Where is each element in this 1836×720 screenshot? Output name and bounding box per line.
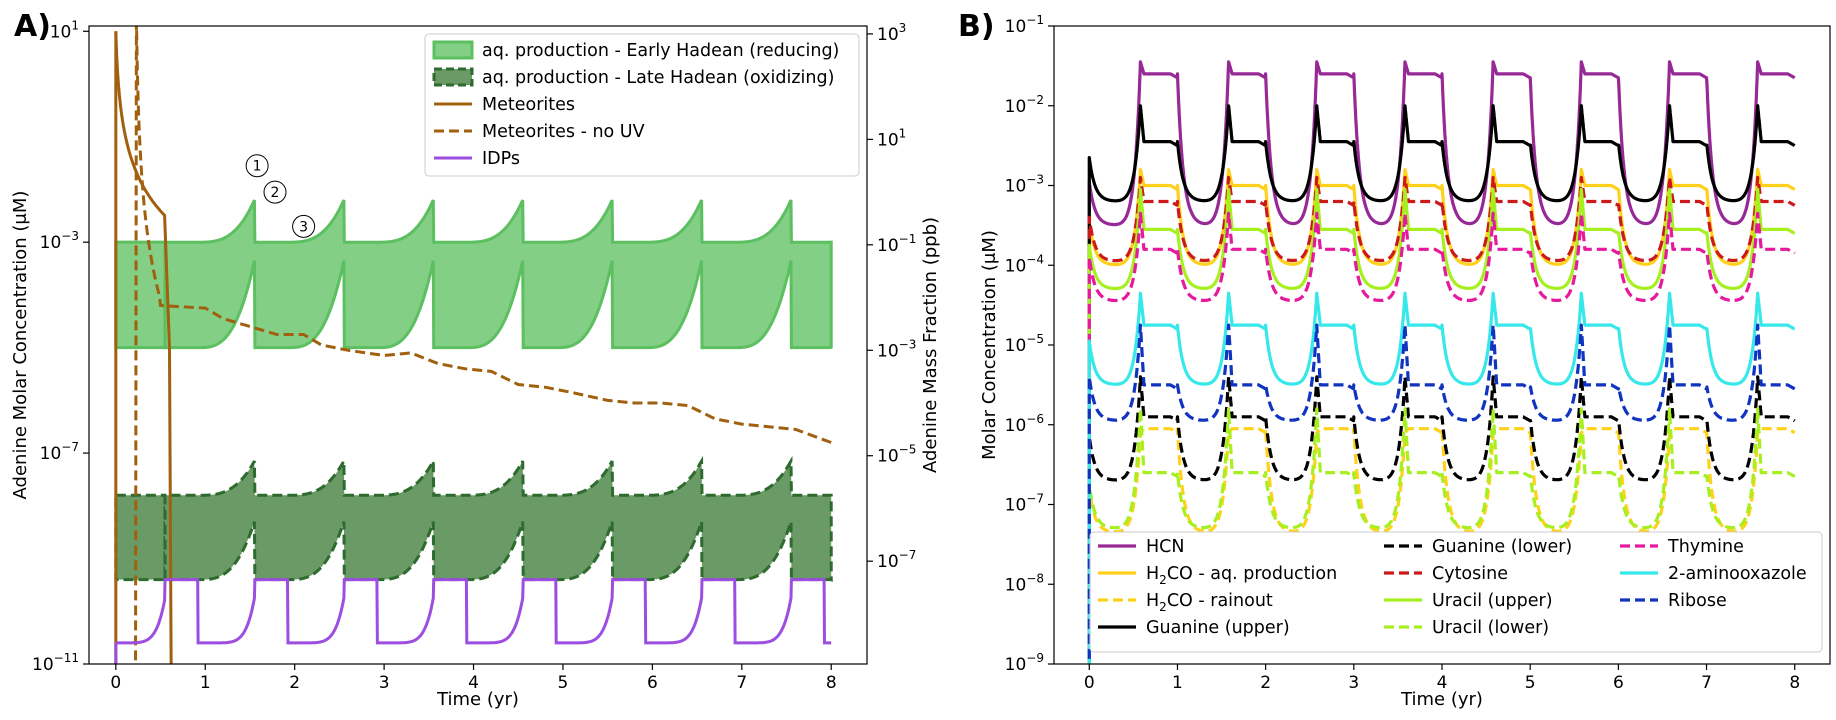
legend-swatch <box>432 40 474 60</box>
x-tick-label: 7 <box>736 673 747 693</box>
x-tick-label: 1 <box>200 673 211 693</box>
legend-label: 2-aminooxazole <box>1668 564 1807 584</box>
annotation-label-3: 3 <box>299 219 308 235</box>
x-tick-label: 1 <box>1172 673 1183 693</box>
legend-label: HCN <box>1146 537 1184 557</box>
x-tick-label: 0 <box>1084 673 1095 693</box>
x-tick-label: 6 <box>647 673 658 693</box>
panel-a-annotations: 12 3 <box>245 154 316 238</box>
series-line-5 <box>1087 375 1796 664</box>
right-y-tick-label: 103 <box>877 21 906 45</box>
series-line-2 <box>1087 167 1796 664</box>
legend-label: Uracil (upper) <box>1432 591 1553 611</box>
x-tick-label: 4 <box>1437 673 1448 693</box>
band-series-1-start <box>114 240 167 350</box>
y-tick-label: 10−5 <box>1005 332 1044 356</box>
legend-label: IDPs <box>482 149 520 169</box>
meteorites-line <box>114 31 173 664</box>
series-line-7 <box>1087 187 1796 664</box>
legend-label: Ribose <box>1668 591 1727 611</box>
y-tick-label: 10−7 <box>1005 492 1044 516</box>
annotation-circle-3 <box>292 214 316 238</box>
legend-label: Guanine (lower) <box>1432 537 1572 557</box>
legend-box <box>1089 531 1823 653</box>
panel-b: B) 0 1 2 3 4 5 6 7 8 10−9 10−8 10−7 10−6 10−5 10−4 10−3… <box>958 9 1831 710</box>
idps-line <box>114 578 832 664</box>
x-tick-label: 2 <box>289 673 300 693</box>
x-tick-label: 8 <box>826 673 837 693</box>
panel-b-legend: HCN H2CO - aq. production H2CO - rainout Gu… <box>1089 531 1823 653</box>
y-tick-label: 10−4 <box>1005 252 1044 276</box>
y-tick-label: 10−1 <box>1005 13 1044 37</box>
legend-box <box>424 33 860 177</box>
band-series-2 <box>162 455 833 583</box>
panel-b-y-axis-title: Molar Concentration (μM) <box>979 230 1000 460</box>
legend-label: Guanine (upper) <box>1146 618 1290 638</box>
legend-label: Meteorites <box>482 95 575 115</box>
legend-label: Meteorites - no UV <box>482 122 645 142</box>
meteorites-no-uv-line <box>134 26 832 664</box>
x-tick-label: 0 <box>110 673 121 693</box>
x-tick-label: 5 <box>558 673 569 693</box>
y-tick-label: 10−9 <box>1005 651 1044 675</box>
right-y-tick-label: 10−7 <box>877 548 916 572</box>
y-tick-label: 10−3 <box>40 229 79 253</box>
panel-b-axes: 0 1 2 3 4 5 6 7 8 10−9 10−8 10−7 10−6 10−5 10−4 10−3 10−… <box>1005 13 1800 693</box>
series-line-9 <box>1087 211 1796 664</box>
legend-swatch <box>432 67 474 87</box>
right-y-tick-label: 101 <box>877 126 906 150</box>
series-line-11 <box>1087 323 1796 664</box>
x-tick-label: 3 <box>1348 673 1359 693</box>
legend-label: H2CO - rainout <box>1146 591 1273 614</box>
x-tick-label: 6 <box>1613 673 1624 693</box>
x-tick-label: 5 <box>1525 673 1536 693</box>
y-tick-label: 10−3 <box>1005 173 1044 197</box>
panel-b-plot-area <box>1087 60 1796 664</box>
right-y-tick-label: 10−5 <box>877 443 916 467</box>
y-tick-label: 10−11 <box>32 651 79 675</box>
panel-a-x-axis-title: Time (yr) <box>436 689 519 710</box>
panel-a-frame <box>88 25 868 665</box>
panel-a-plot-area <box>114 26 833 664</box>
right-y-tick-label: 10−1 <box>877 232 916 256</box>
y-tick-label: 101 <box>50 18 79 42</box>
series-line-3 <box>1087 427 1796 664</box>
legend-label: Thymine <box>1667 537 1744 557</box>
legend-label: H2CO - aq. production <box>1146 564 1337 587</box>
y-tick-label: 10−2 <box>1005 93 1044 117</box>
y-tick-label: 10−7 <box>40 440 79 464</box>
panel-a-legend: aq. production - Early Hadean (reducing)… <box>424 33 860 177</box>
legend-label: aq. production - Early Hadean (reducing) <box>482 41 839 61</box>
panel-a-label: A) <box>14 9 51 44</box>
panel-a-axes: 0 1 2 3 4 5 6 7 810−1110−710−310110−710−510−310−… <box>32 18 916 693</box>
series-line-10 <box>1087 291 1796 664</box>
annotation-circle-2 <box>263 180 287 204</box>
panel-b-label: B) <box>958 9 995 44</box>
legend-label: Cytosine <box>1432 564 1508 584</box>
series-line-1 <box>1087 60 1796 664</box>
annotation-label-2: 2 <box>271 185 280 201</box>
annotation-circle-1 <box>245 154 269 178</box>
x-tick-label: 2 <box>1260 673 1271 693</box>
band-series-1 <box>162 199 833 350</box>
panel-a-right-axis-title: Adenine Mass Fraction (ppb) <box>920 217 941 473</box>
right-y-tick-label: 10−3 <box>877 337 916 361</box>
y-tick-label: 10−6 <box>1005 412 1044 436</box>
legend-label: Uracil (lower) <box>1432 618 1549 638</box>
x-tick-label: 3 <box>379 673 390 693</box>
panel-a-y-axis-title: Adenine Molar Concentration (μM) <box>10 191 31 500</box>
annotation-label-1: 1 <box>253 159 262 175</box>
series-line-4 <box>1087 104 1796 664</box>
x-tick-label: 7 <box>1701 673 1712 693</box>
band-series-2-start <box>114 493 167 582</box>
legend-label: aq. production - Late Hadean (oxidizing) <box>482 68 834 88</box>
panel-b-x-axis-title: Time (yr) <box>1400 689 1483 710</box>
series-line-8 <box>1087 407 1796 664</box>
x-tick-label: 4 <box>468 673 479 693</box>
y-tick-label: 10−8 <box>1005 571 1044 595</box>
panel-a: A) 0 1 2 3 4 5 6 7 810−1110−710−310110−710−510−3… <box>10 9 941 710</box>
series-line-6 <box>1087 175 1796 664</box>
x-tick-label: 8 <box>1789 673 1800 693</box>
